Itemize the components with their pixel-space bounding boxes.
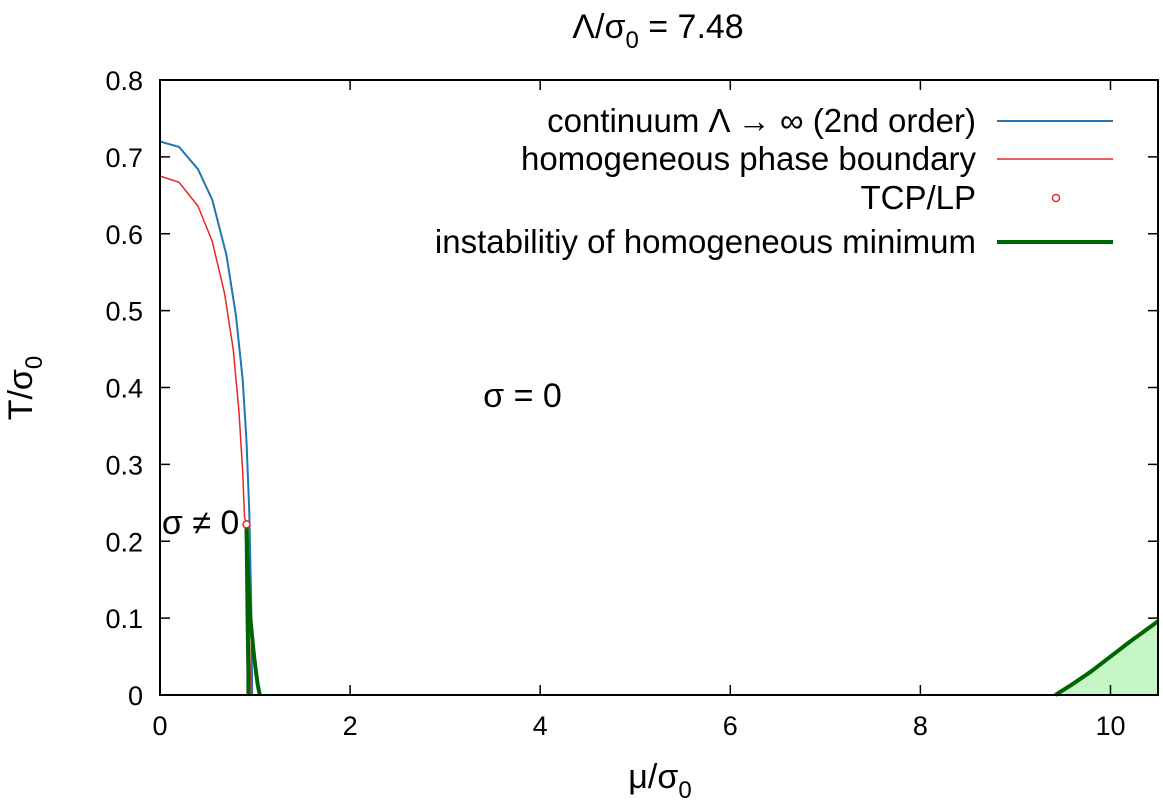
series-line-4 (1054, 619, 1160, 697)
y-tick-label: 0.8 (105, 66, 143, 96)
y-tick-label: 0.1 (105, 604, 143, 634)
series-lines (159, 140, 1160, 697)
y-axis-label: T/σ0 (2, 356, 48, 421)
y-tick-label: 0.4 (105, 374, 143, 404)
legend-label: instabilitiy of homogeneous minimum (435, 223, 976, 260)
instability-region-fill (1055, 621, 1158, 695)
x-tick-label: 2 (343, 711, 358, 741)
series-line-0 (159, 140, 254, 696)
x-tick-label: 4 (533, 711, 548, 741)
chart-title: Λ/σ0 = 7.48 (572, 8, 743, 54)
x-tick-label: 10 (1095, 711, 1125, 741)
data-points (242, 520, 251, 529)
annotation-1: σ ≠ 0 (162, 504, 239, 542)
legend: continuum Λ → ∞ (2nd order)homogeneous p… (435, 102, 1113, 260)
x-axis-label: μ/σ0 (628, 758, 691, 804)
tcp-lp-point (242, 520, 251, 529)
legend-label: homogeneous phase boundary (521, 140, 977, 177)
y-tick-label: 0.3 (105, 450, 143, 480)
y-tick-label: 0 (128, 681, 143, 711)
legend-marker (1051, 193, 1061, 203)
y-tick-label: 0.2 (105, 527, 143, 557)
axis-tick-labels: 0 2 4 6 8 10 0 0.1 0.2 0.3 0.4 0.5 0.6 0.7 0.8 (105, 66, 1125, 741)
series-line-3 (244, 524, 251, 695)
annotations: σ = 0 σ ≠ 0 (162, 377, 562, 542)
filled-regions (1055, 621, 1158, 695)
x-tick-label: 8 (913, 711, 928, 741)
y-tick-label: 0.6 (105, 220, 143, 250)
x-tick-label: 6 (723, 711, 738, 741)
legend-label: TCP/LP (860, 179, 976, 216)
x-tick-label: 0 (152, 711, 167, 741)
axis-ticks (159, 79, 1158, 696)
series-line-1 (159, 175, 252, 696)
annotation-0: σ = 0 (483, 377, 562, 415)
legend-label: continuum Λ → ∞ (2nd order) (547, 102, 976, 139)
y-tick-label: 0.5 (105, 297, 143, 327)
y-tick-label: 0.7 (105, 143, 143, 173)
